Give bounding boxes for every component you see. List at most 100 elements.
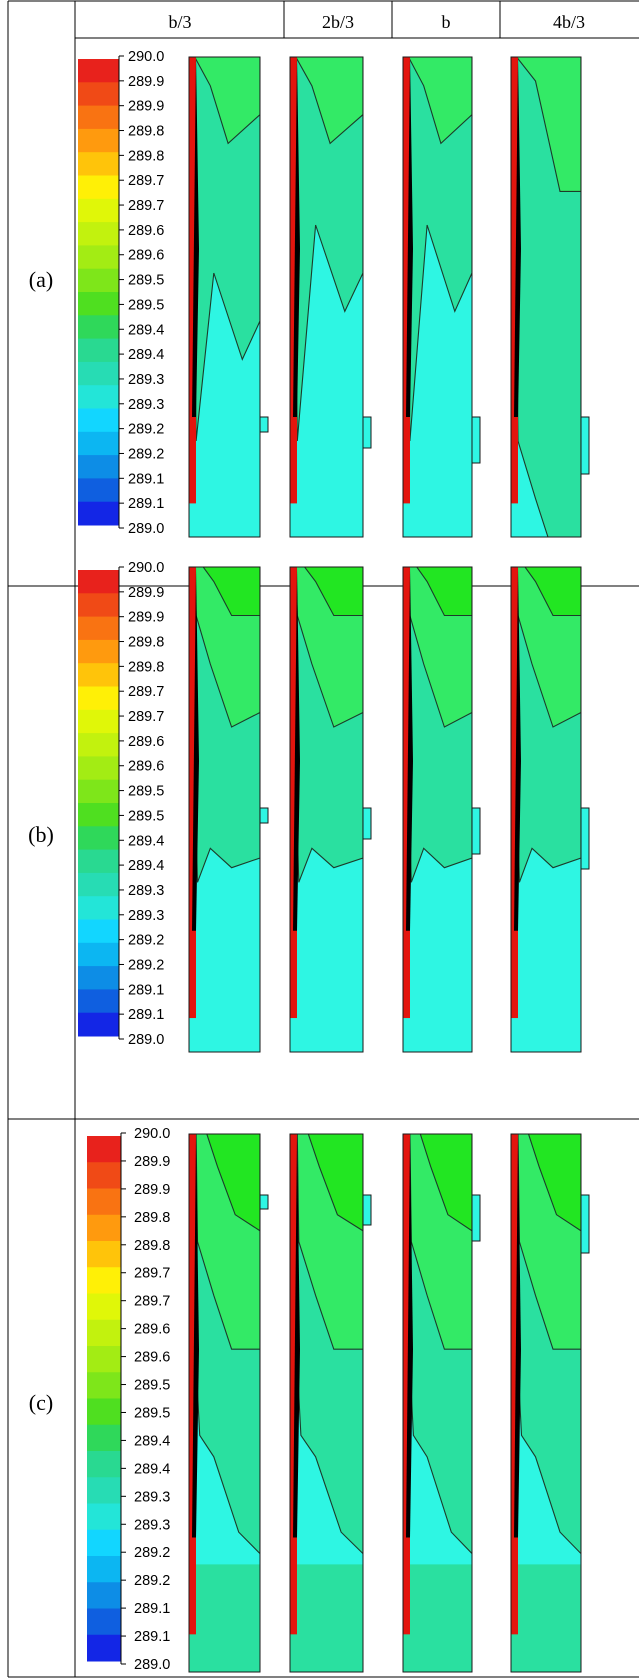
legend-tick-label: 289.7 xyxy=(134,1294,170,1310)
contour-panel-r1-c2 xyxy=(402,566,481,1053)
outlet-vent xyxy=(259,416,269,433)
legend-tick-label: 290.0 xyxy=(134,1126,170,1142)
legend-swatch xyxy=(78,709,119,734)
legend-tick-label: 289.9 xyxy=(128,74,164,90)
legend-swatch xyxy=(87,1503,121,1531)
legend-tick-label: 289.4 xyxy=(128,347,164,363)
legend-swatch xyxy=(78,128,119,153)
legend-swatch xyxy=(78,919,119,944)
legend-swatch xyxy=(78,152,119,176)
legend-swatch xyxy=(78,733,119,757)
legend-tick-label: 289.4 xyxy=(128,858,164,874)
outlet-vent xyxy=(580,416,590,475)
legend-swatch xyxy=(78,338,119,363)
outlet-vent xyxy=(580,807,590,870)
legend-swatch xyxy=(78,826,119,851)
heated-wall xyxy=(290,1134,297,1635)
legend-swatch xyxy=(78,803,119,827)
contour-panel-r2-c0 xyxy=(188,1133,269,1673)
legend-tick-label: 289.4 xyxy=(128,322,164,338)
heated-wall xyxy=(403,567,410,1019)
contour-panel-r0-c3 xyxy=(510,56,590,538)
legend-tick-label: 289.5 xyxy=(128,784,164,800)
legend-swatch xyxy=(87,1136,121,1163)
legend-swatch xyxy=(78,989,119,1014)
legend-tick-label: 289.0 xyxy=(134,1657,170,1673)
legend-tick-label: 289.8 xyxy=(128,659,164,675)
legend-tick-label: 289.5 xyxy=(128,808,164,824)
legend-tick-label: 289.3 xyxy=(134,1489,170,1505)
legend-swatch xyxy=(87,1319,121,1347)
legend-tick-label: 289.6 xyxy=(128,248,164,264)
legend-swatch xyxy=(87,1634,121,1662)
row-label-a: (a) xyxy=(29,267,53,292)
contour-panel-r0-c2 xyxy=(402,56,481,538)
legend-tick-label: 289.4 xyxy=(134,1461,170,1477)
contour-panel-r0-c1 xyxy=(289,56,372,538)
legend-tick-label: 289.1 xyxy=(134,1601,170,1617)
legend-tick-label: 289.6 xyxy=(134,1322,170,1338)
legend-tick-label: 289.6 xyxy=(128,734,164,750)
legend-swatch xyxy=(78,385,119,409)
legend-tick-label: 289.5 xyxy=(128,273,164,289)
legend-swatch xyxy=(78,593,119,618)
legend-tick-label: 289.1 xyxy=(134,1629,170,1645)
legend-tick-label: 289.7 xyxy=(128,198,164,214)
contour-panel-r1-c0 xyxy=(188,566,269,1053)
legend-tick-label: 290.0 xyxy=(128,560,164,576)
legend-swatch xyxy=(87,1582,121,1609)
legend-tick-label: 289.1 xyxy=(128,1007,164,1023)
legend-swatch xyxy=(78,570,119,594)
contour-panel-r0-c0 xyxy=(188,56,269,538)
legend-swatch xyxy=(78,942,119,967)
outlet-vent xyxy=(362,807,372,840)
contour-panel-r2-c1 xyxy=(289,1133,372,1673)
legend-swatch xyxy=(78,616,119,641)
row-labels: (a) (b) (c) xyxy=(28,267,54,1415)
heated-wall xyxy=(290,57,297,504)
legend-tick-label: 289.7 xyxy=(134,1266,170,1282)
legend-swatch xyxy=(78,639,119,664)
legend-swatch xyxy=(87,1529,121,1557)
row-label-b: (b) xyxy=(28,822,54,847)
legend-row-0: 290.0 289.9 289.9 289.8 289.8 289.7 289.7 289.6… xyxy=(78,49,164,537)
legend-tick-label: 289.9 xyxy=(134,1182,170,1198)
legend-tick-label: 289.1 xyxy=(128,982,164,998)
legend-tick-label: 289.8 xyxy=(134,1238,170,1254)
heated-wall xyxy=(511,567,518,1019)
legend-swatch xyxy=(78,431,119,456)
contour-panel-r1-c1 xyxy=(289,566,372,1053)
legend-swatch xyxy=(78,292,119,316)
legend-swatch xyxy=(78,849,119,874)
column-header-two-b-third: 2b/3 xyxy=(322,12,354,32)
legend-swatch xyxy=(78,478,119,503)
outlet-vent xyxy=(362,416,372,449)
legend-swatch xyxy=(78,268,119,293)
legend-tick-label: 289.2 xyxy=(128,933,164,949)
legend-swatch xyxy=(87,1293,121,1321)
legend-swatch xyxy=(78,779,119,804)
outlet-vent xyxy=(471,807,481,855)
legend-swatch xyxy=(78,896,119,920)
legend-tick-label: 289.3 xyxy=(128,908,164,924)
legend-swatch xyxy=(87,1451,121,1478)
legend-tick-label: 289.7 xyxy=(128,684,164,700)
row-label-c: (c) xyxy=(29,1390,53,1415)
legend-swatch xyxy=(87,1608,121,1636)
legend-swatch xyxy=(78,245,119,270)
legend-tick-label: 289.2 xyxy=(128,446,164,462)
legend-swatch xyxy=(78,663,119,687)
legend-tick-label: 289.3 xyxy=(128,372,164,388)
legend-tick-label: 289.7 xyxy=(128,173,164,189)
legend-swatch xyxy=(78,222,119,246)
legend-tick-label: 289.0 xyxy=(128,1032,164,1048)
legend-tick-label: 289.5 xyxy=(134,1378,170,1394)
legend-tick-label: 289.0 xyxy=(128,521,164,537)
legend-tick-label: 289.2 xyxy=(128,957,164,973)
legend-swatch xyxy=(87,1162,121,1189)
legend-swatch xyxy=(78,408,119,433)
legend-swatch xyxy=(87,1346,121,1373)
legend-swatch xyxy=(87,1424,121,1452)
outlet-vent xyxy=(259,1194,269,1210)
legend-swatch xyxy=(87,1477,121,1504)
